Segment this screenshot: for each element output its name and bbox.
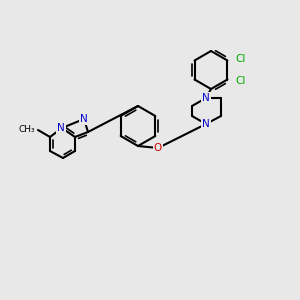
Text: Cl: Cl	[236, 76, 246, 86]
Text: N: N	[80, 114, 88, 124]
Text: O: O	[154, 143, 162, 153]
Text: N: N	[202, 119, 210, 129]
Text: N: N	[57, 123, 65, 133]
Text: N: N	[202, 93, 210, 103]
Text: CH₃: CH₃	[18, 125, 35, 134]
Text: Cl: Cl	[236, 53, 246, 64]
